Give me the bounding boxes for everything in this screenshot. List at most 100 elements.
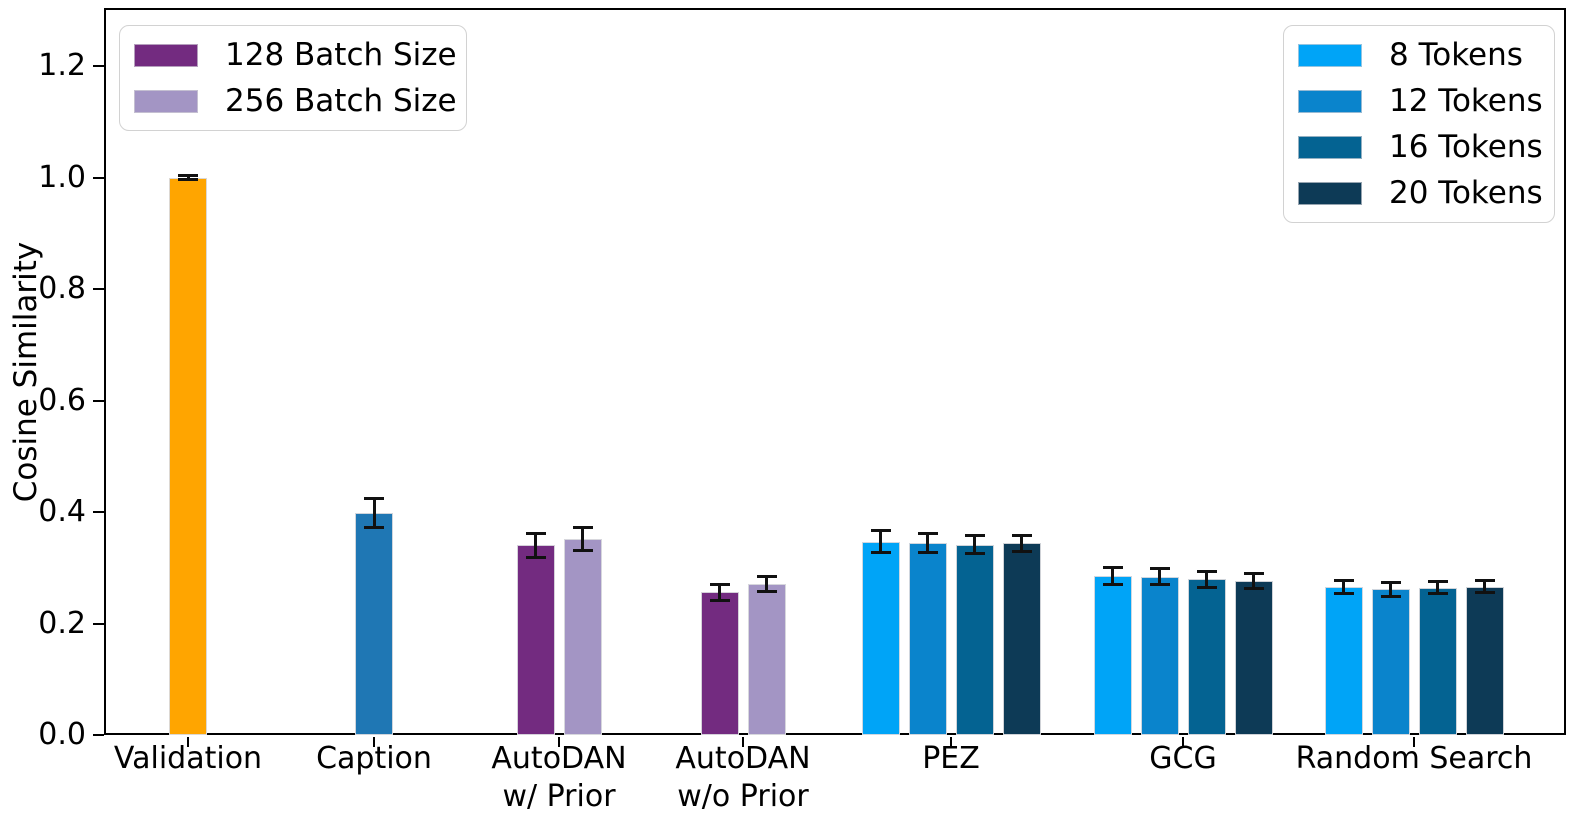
error-bar-cap-bottom	[870, 550, 891, 554]
error-bar	[1205, 571, 1208, 588]
error-bar-cap-bottom	[709, 598, 730, 602]
x-tick-label: AutoDAN w/o Prior	[583, 740, 903, 816]
error-bar-cap-top	[572, 525, 593, 529]
bar-autodan-1	[563, 538, 602, 735]
legend-swatch	[1298, 89, 1362, 113]
y-tick-label: 0.4	[38, 494, 86, 529]
x-tick	[950, 737, 952, 747]
y-tick-label: 0.2	[38, 605, 86, 641]
bar-autodan-0	[516, 545, 555, 735]
bar-gcg-1	[1140, 576, 1179, 735]
legend-label: 12 Tokens	[1389, 83, 1543, 119]
legend-swatch	[1298, 43, 1362, 67]
x-tick-label: GCG	[1149, 741, 1217, 776]
error-bar-cap-top	[525, 532, 546, 536]
error-bar	[1111, 567, 1114, 585]
error-bar-cap-bottom	[178, 177, 198, 181]
x-tick-label: PEZ	[922, 741, 980, 776]
error-bar-cap-top	[917, 532, 938, 536]
legend-tokens: 8 Tokens 12 Tokens 16 Tokens 20 Tokens	[1283, 25, 1555, 223]
error-bar-cap-bottom	[1196, 585, 1217, 589]
bar-caption-0	[355, 513, 393, 735]
error-bar	[1389, 582, 1392, 597]
bar-random-search-3	[1465, 586, 1504, 735]
legend-item: 256 Batch Size	[120, 78, 457, 124]
error-bar	[879, 530, 882, 553]
y-tick	[93, 65, 104, 67]
error-bar-cap-top	[1427, 580, 1448, 584]
legend-item: 12 Tokens	[1284, 78, 1544, 124]
error-bar-cap-bottom	[1011, 549, 1032, 553]
error-bar	[1158, 568, 1161, 585]
x-tick	[373, 737, 375, 747]
bar-pez-2	[955, 544, 994, 735]
bar-autodan-0	[700, 592, 739, 735]
bar-pez-0	[861, 541, 900, 735]
legend-label: 8 Tokens	[1389, 37, 1523, 73]
bar-random-search-0	[1324, 586, 1363, 735]
bar-autodan-1	[747, 583, 786, 735]
bar-pez-1	[908, 543, 947, 735]
bar-random-search-2	[1418, 587, 1457, 735]
error-bar-cap-top	[178, 174, 198, 178]
y-tick-label: 1.0	[38, 159, 86, 195]
error-bar-cap-top	[1011, 533, 1032, 537]
error-bar-cap-bottom	[756, 590, 777, 594]
bar-gcg-3	[1234, 581, 1273, 735]
error-bar-cap-top	[870, 529, 891, 533]
error-bar	[718, 584, 721, 601]
bar-gcg-2	[1187, 579, 1226, 735]
error-bar	[186, 175, 190, 180]
error-bar-cap-bottom	[1243, 586, 1264, 590]
error-bar-cap-top	[1102, 566, 1123, 570]
error-bar-cap-bottom	[1102, 582, 1123, 586]
y-tick-label: 0.0	[38, 717, 86, 752]
legend-item: 16 Tokens	[1284, 124, 1544, 170]
error-bar-cap-bottom	[525, 555, 546, 559]
x-tick-sublabel: w/ Prior	[502, 779, 616, 814]
y-tick-label: 0.8	[38, 271, 86, 306]
error-bar-cap-bottom	[917, 551, 938, 555]
bar-random-search-1	[1371, 589, 1410, 735]
error-bar-cap-bottom	[1333, 591, 1354, 595]
error-bar-cap-top	[364, 497, 384, 501]
bar-validation-0	[169, 177, 207, 735]
error-bar-cap-top	[1243, 572, 1264, 576]
error-bar-cap-bottom	[364, 526, 384, 530]
error-bar-cap-top	[1474, 579, 1495, 583]
x-tick-label: Random Search	[1295, 741, 1533, 776]
legend-swatch	[134, 89, 198, 113]
error-bar	[372, 498, 376, 528]
x-tick	[187, 737, 189, 747]
error-bar	[1483, 580, 1486, 593]
legend-batch: 128 Batch Size 256 Batch Size	[119, 25, 467, 131]
error-bar-cap-bottom	[964, 552, 985, 556]
legend-item: 8 Tokens	[1284, 32, 1544, 78]
y-tick-label: 0.6	[38, 382, 86, 418]
error-bar-cap-bottom	[1474, 591, 1495, 595]
error-bar-cap-top	[709, 582, 730, 586]
y-tick	[93, 288, 104, 290]
x-tick-label: Caption	[316, 741, 432, 776]
error-bar	[1342, 580, 1345, 594]
error-bar	[1436, 581, 1439, 594]
legend-swatch	[134, 43, 198, 67]
legend-swatch	[1298, 181, 1362, 205]
y-tick	[93, 511, 104, 513]
x-tick	[558, 737, 560, 747]
bar-gcg-0	[1093, 576, 1132, 735]
error-bar-cap-top	[1333, 578, 1354, 582]
error-bar	[926, 533, 929, 553]
x-tick	[742, 737, 744, 747]
error-bar-cap-top	[1380, 581, 1401, 585]
legend-label: 256 Batch Size	[225, 83, 457, 119]
error-bar-cap-bottom	[1380, 594, 1401, 598]
y-tick	[93, 399, 104, 402]
legend-item: 20 Tokens	[1284, 170, 1544, 216]
error-bar-cap-top	[1149, 567, 1170, 571]
error-bar-cap-bottom	[1427, 592, 1448, 596]
error-bar	[1020, 535, 1023, 552]
legend-label: 16 Tokens	[1389, 129, 1543, 165]
legend-swatch	[1298, 135, 1362, 159]
